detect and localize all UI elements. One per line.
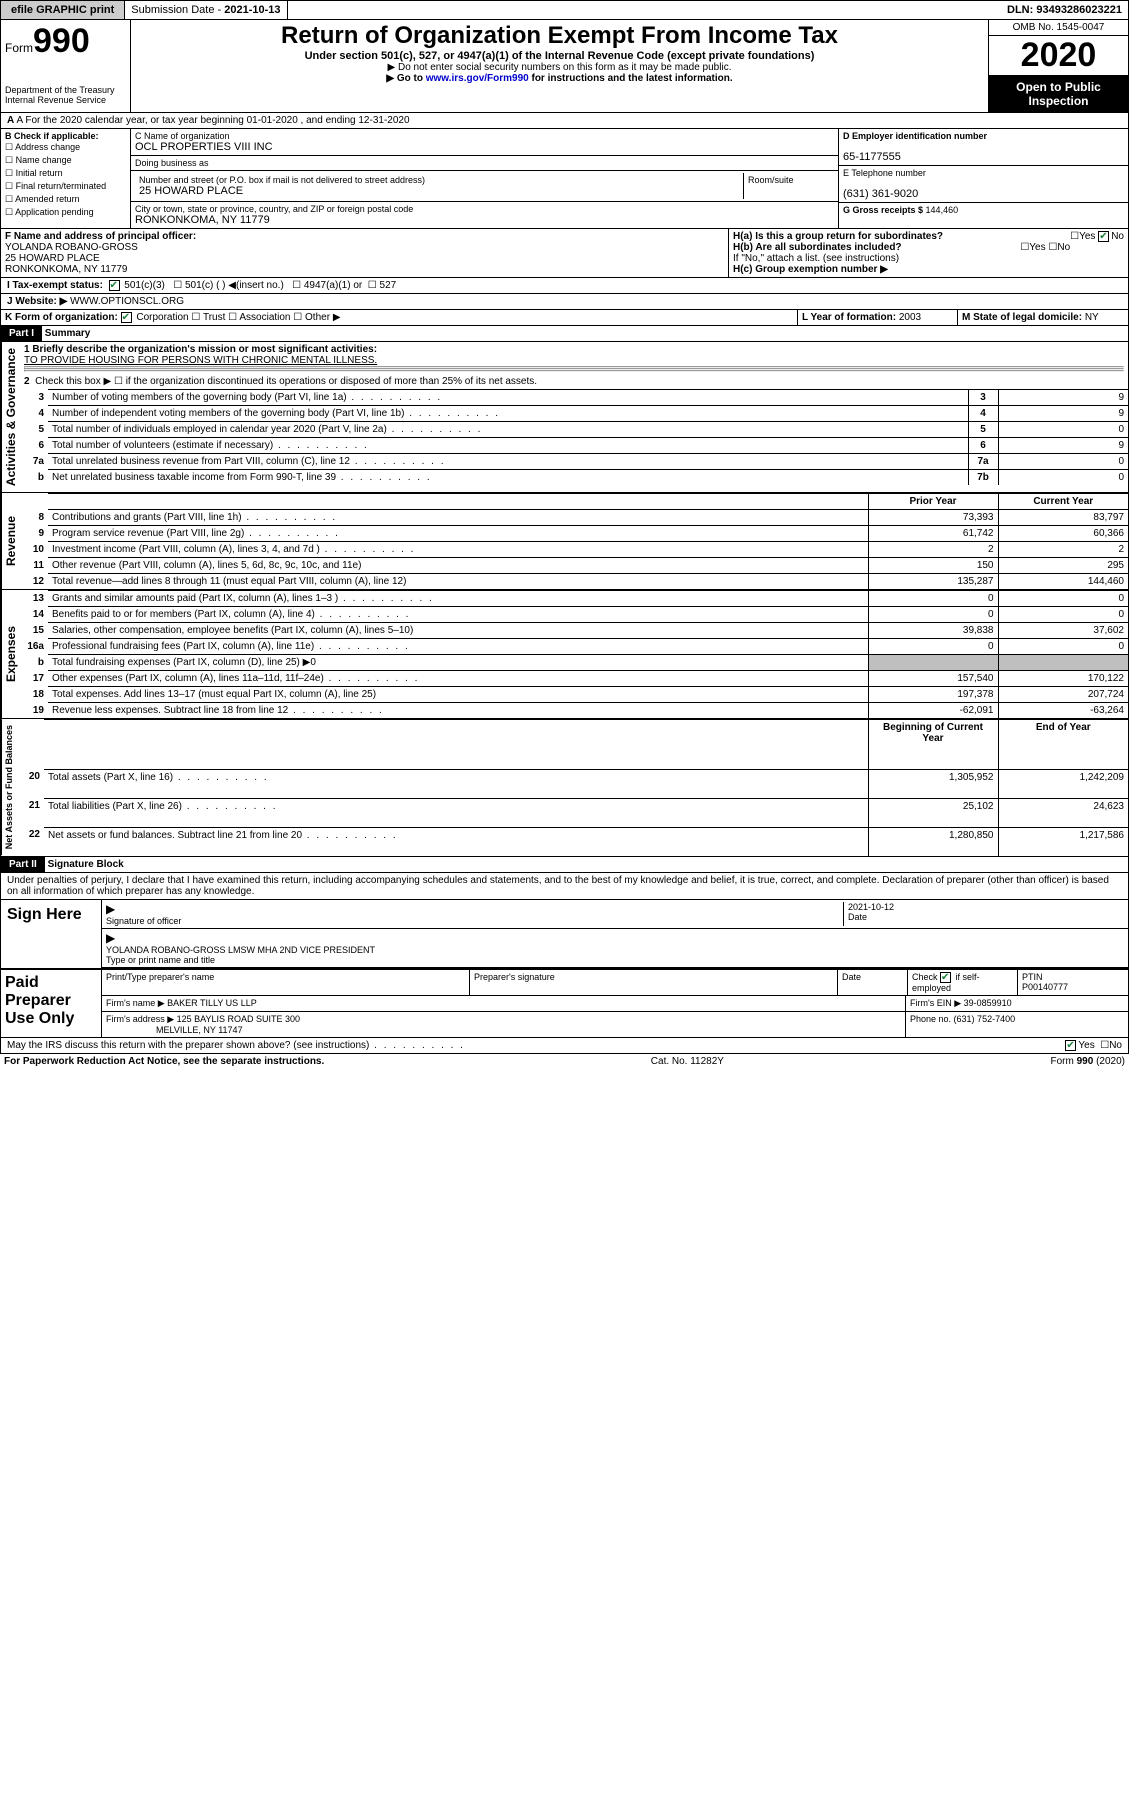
- governance-section: Activities & Governance 1 Briefly descri…: [0, 342, 1129, 493]
- perjury-text: Under penalties of perjury, I declare th…: [0, 873, 1129, 900]
- vlabel-revenue: Revenue: [1, 493, 20, 589]
- ck-amended[interactable]: ☐ Amended return: [5, 193, 126, 206]
- revenue-section: Revenue Prior YearCurrent Year 8Contribu…: [0, 493, 1129, 590]
- ck-501c3[interactable]: [109, 280, 120, 291]
- expenses-section: Expenses 13Grants and similar amounts pa…: [0, 590, 1129, 719]
- topbar: efile GRAPHIC print Submission Date - 20…: [0, 0, 1129, 20]
- ck-final-return[interactable]: ☐ Final return/terminated: [5, 180, 126, 193]
- form-header: Form990 Department of the Treasury Inter…: [0, 20, 1129, 113]
- paid-preparer-label: Paid Preparer Use Only: [1, 970, 101, 1037]
- public-inspection: Open to Public Inspection: [989, 76, 1128, 112]
- line-2: 2 Check this box ▶ ☐ if the organization…: [20, 374, 1128, 389]
- vlabel-expenses: Expenses: [1, 590, 20, 718]
- form-title: Return of Organization Exempt From Incom…: [137, 22, 982, 50]
- line-1: 1 Briefly describe the organization's mi…: [20, 342, 1128, 374]
- vlabel-net-assets: Net Assets or Fund Balances: [1, 719, 16, 855]
- street-address: Number and street (or P.O. box if mail i…: [131, 171, 838, 202]
- expenses-table: 13Grants and similar amounts paid (Part …: [20, 590, 1128, 718]
- ck-pending[interactable]: ☐ Application pending: [5, 206, 126, 219]
- h-a: H(a) Is this a group return for subordin…: [733, 231, 1124, 242]
- submission-date: Submission Date - 2021-10-13: [125, 1, 287, 19]
- part-ii-header: Part II Signature Block: [0, 857, 1129, 873]
- principal-officer: F Name and address of principal officer:…: [1, 229, 728, 277]
- telephone: E Telephone number(631) 361-9020: [839, 166, 1128, 203]
- efile-button[interactable]: efile GRAPHIC print: [1, 1, 125, 19]
- sign-here-label: Sign Here: [1, 900, 101, 968]
- vlabel-governance: Activities & Governance: [1, 342, 20, 492]
- revenue-table: Prior YearCurrent Year 8Contributions an…: [20, 493, 1128, 589]
- org-name: C Name of organizationOCL PROPERTIES VII…: [131, 129, 838, 156]
- col-b-checkboxes: B Check if applicable: ☐ Address change …: [1, 129, 131, 228]
- form-subtitle: Under section 501(c), 527, or 4947(a)(1)…: [137, 50, 982, 62]
- tax-exempt-status: I Tax-exempt status: 501(c)(3) ☐ 501(c) …: [0, 278, 1129, 294]
- ck-initial-return[interactable]: ☐ Initial return: [5, 167, 126, 180]
- dln: DLN: 93493286023221: [1001, 1, 1128, 19]
- paid-preparer-block: Paid Preparer Use Only Print/Type prepar…: [0, 969, 1129, 1038]
- net-assets-section: Net Assets or Fund Balances Beginning of…: [0, 719, 1129, 856]
- irs-link[interactable]: www.irs.gov/Form990: [426, 73, 529, 84]
- discuss-row: May the IRS discuss this return with the…: [0, 1038, 1129, 1054]
- note-link: ▶ Go to www.irs.gov/Form990 for instruct…: [137, 73, 982, 84]
- gov-table: 3Number of voting members of the governi…: [20, 389, 1128, 485]
- ck-name-change[interactable]: ☐ Name change: [5, 154, 126, 167]
- tax-year: 2020: [989, 36, 1128, 76]
- city-state-zip: City or town, state or province, country…: [131, 202, 838, 228]
- signature-block: Sign Here ▶Signature of officer 2021-10-…: [0, 900, 1129, 969]
- ein: D Employer identification number65-11775…: [839, 129, 1128, 166]
- officer-group-block: F Name and address of principal officer:…: [0, 229, 1129, 278]
- k-l-m: K Form of organization: Corporation ☐ Tr…: [0, 310, 1129, 326]
- note-ssn: ▶ Do not enter social security numbers o…: [137, 62, 982, 73]
- part-i-header: Part I Summary: [0, 326, 1129, 342]
- gross-receipts: G Gross receipts $ 144,460: [839, 203, 1128, 217]
- net-assets-table: Beginning of Current YearEnd of Year 20T…: [16, 719, 1128, 855]
- website: J Website: ▶ WWW.OPTIONSCL.ORG: [0, 294, 1129, 310]
- dept-treasury: Department of the Treasury Internal Reve…: [5, 85, 126, 105]
- h-b-note: If "No," attach a list. (see instruction…: [733, 253, 1124, 264]
- h-c: H(c) Group exemption number ▶: [733, 264, 1124, 275]
- page-footer: For Paperwork Reduction Act Notice, see …: [0, 1054, 1129, 1069]
- ck-address-change[interactable]: ☐ Address change: [5, 141, 126, 154]
- form-number: Form990: [5, 22, 126, 61]
- line-a: A A For the 2020 calendar year, or tax y…: [0, 113, 1129, 129]
- dba: Doing business as: [131, 156, 838, 171]
- omb-number: OMB No. 1545-0047: [989, 20, 1128, 36]
- h-b: H(b) Are all subordinates included? ☐Yes…: [733, 242, 1124, 253]
- org-info-block: B Check if applicable: ☐ Address change …: [0, 129, 1129, 229]
